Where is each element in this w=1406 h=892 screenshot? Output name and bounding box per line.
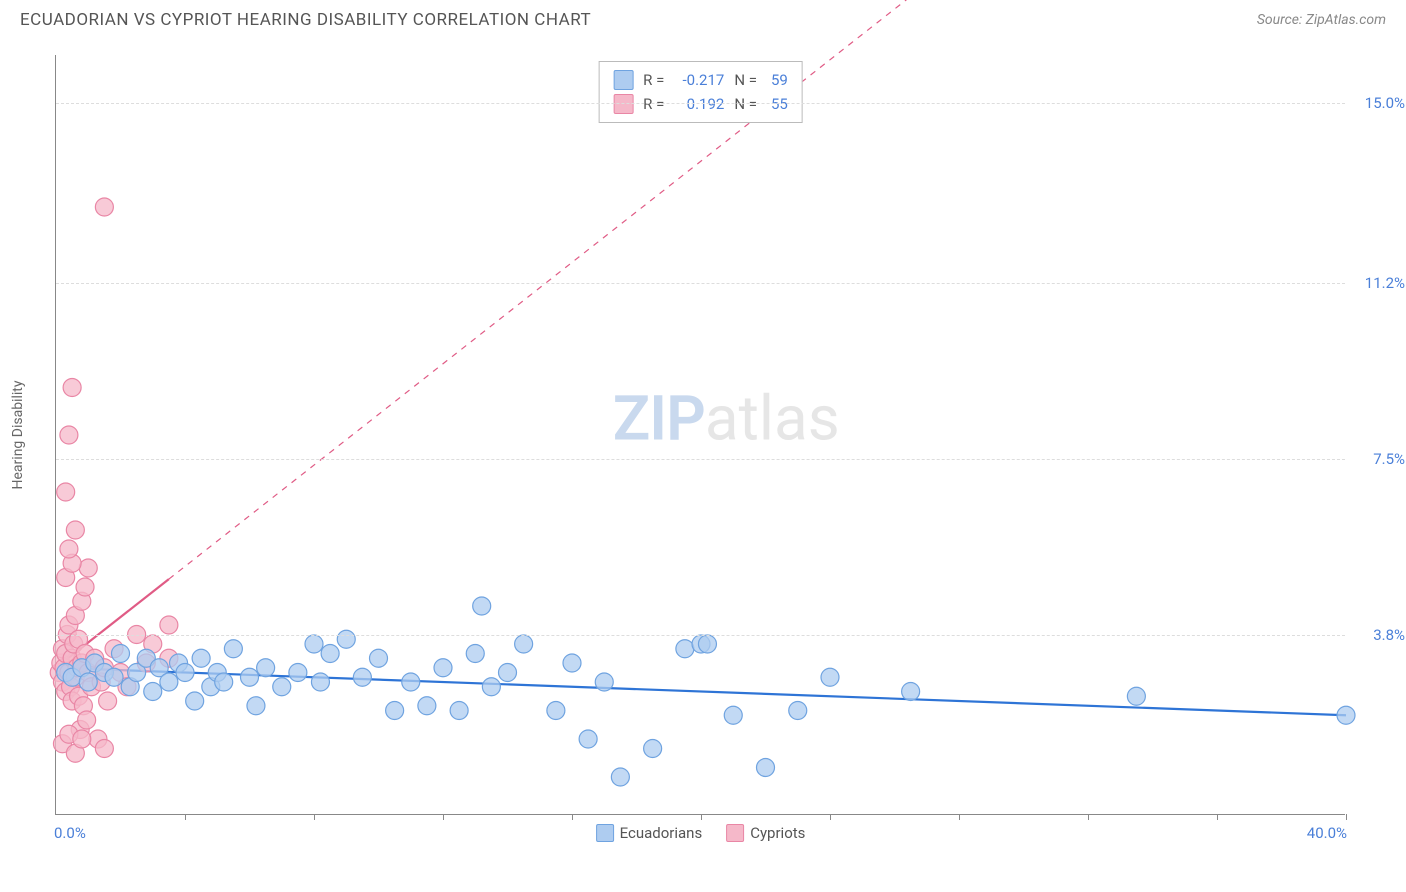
stats-row-cypriots: R = 0.192 N = 55 — [613, 92, 788, 116]
plot-area: Hearing Disability ZIPatlas R = -0.217 N… — [55, 55, 1345, 815]
y-tick-label: 15.0% — [1365, 94, 1405, 112]
correlation-stats-box: R = -0.217 N = 59 R = 0.192 N = 55 — [598, 61, 803, 123]
chart-title: ECUADORIAN VS CYPRIOT HEARING DISABILITY… — [20, 10, 591, 30]
x-axis-max-label: 40.0% — [1307, 824, 1347, 842]
x-tick — [830, 814, 831, 820]
swatch-cypriots — [613, 94, 633, 114]
r-value-ecuadorians: -0.217 — [674, 71, 724, 89]
bottom-legend: Ecuadorians Cypriots — [596, 824, 806, 842]
n-label: N = — [734, 95, 757, 113]
chart-source: Source: ZipAtlas.com — [1257, 12, 1386, 28]
legend-swatch-ecuadorians — [596, 824, 614, 842]
x-tick — [1088, 814, 1089, 820]
x-axis-min-label: 0.0% — [54, 824, 86, 842]
n-label: N = — [734, 71, 757, 89]
y-axis-label: Hearing Disability — [10, 380, 26, 489]
x-tick — [185, 814, 186, 820]
chart-container: Hearing Disability ZIPatlas R = -0.217 N… — [55, 55, 1345, 815]
r-label: R = — [643, 71, 664, 89]
x-tick — [1217, 814, 1218, 820]
x-tick — [314, 814, 315, 820]
legend-swatch-cypriots — [726, 824, 744, 842]
r-value-cypriots: 0.192 — [674, 95, 724, 113]
scatter-plot-svg — [56, 55, 1345, 814]
gridline-h — [56, 459, 1345, 460]
x-tick — [443, 814, 444, 820]
chart-header: ECUADORIAN VS CYPRIOT HEARING DISABILITY… — [0, 0, 1406, 36]
n-value-ecuadorians: 59 — [771, 71, 788, 89]
y-tick-label: 11.2% — [1365, 274, 1405, 292]
y-tick-label: 3.8% — [1373, 626, 1405, 644]
x-tick — [572, 814, 573, 820]
stats-row-ecuadorians: R = -0.217 N = 59 — [613, 68, 788, 92]
x-tick — [1346, 814, 1347, 820]
gridline-h — [56, 635, 1345, 636]
x-tick — [701, 814, 702, 820]
x-tick — [959, 814, 960, 820]
legend-label-ecuadorians: Ecuadorians — [620, 824, 703, 842]
n-value-cypriots: 55 — [771, 95, 788, 113]
r-label: R = — [643, 95, 664, 113]
y-tick-label: 7.5% — [1373, 450, 1405, 468]
gridline-h — [56, 103, 1345, 104]
swatch-ecuadorians — [613, 70, 633, 90]
legend-item-ecuadorians: Ecuadorians — [596, 824, 703, 842]
gridline-h — [56, 283, 1345, 284]
legend-item-cypriots: Cypriots — [726, 824, 805, 842]
legend-label-cypriots: Cypriots — [750, 824, 805, 842]
